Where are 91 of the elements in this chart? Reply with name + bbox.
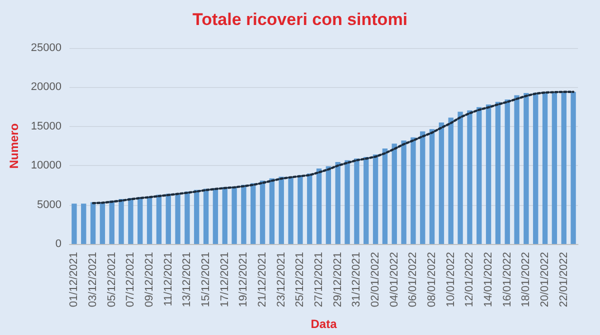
bar — [533, 92, 538, 244]
chart-title: Totale ricoveri con sintomi — [192, 10, 408, 29]
x-tick-label: 21/12/2021 — [256, 252, 269, 308]
x-tick-label: 11/12/2021 — [162, 252, 174, 306]
bar — [250, 183, 256, 244]
bar — [570, 92, 576, 244]
bar — [561, 92, 566, 244]
bar — [448, 118, 454, 244]
bar — [420, 131, 426, 244]
bar — [184, 191, 190, 244]
bar — [156, 194, 162, 244]
bar — [458, 112, 463, 244]
bar — [476, 107, 482, 244]
bar — [486, 104, 492, 244]
x-tick-label: 02/01/2022 — [370, 252, 382, 308]
bar — [278, 176, 284, 244]
bar — [166, 194, 171, 244]
y-tick-label: 10000 — [30, 160, 62, 172]
bar — [372, 154, 378, 244]
line-series — [92, 90, 574, 204]
x-tick-label: 22/01/2022 — [558, 252, 570, 308]
y-axis-title: Numero — [7, 123, 21, 169]
bar — [495, 102, 501, 244]
bar — [109, 200, 114, 244]
bar — [118, 199, 124, 244]
x-tick-label: 13/12/2021 — [181, 252, 194, 308]
bar — [81, 204, 86, 244]
bar — [90, 202, 96, 244]
bar — [128, 198, 134, 244]
bar — [410, 137, 416, 244]
bar — [194, 190, 200, 244]
bar — [72, 204, 77, 244]
x-tick-label: 09/12/2021 — [144, 252, 156, 308]
x-tick-label: 05/12/2021 — [106, 252, 118, 308]
x-tick-label: 18/01/2022 — [520, 252, 532, 308]
bar — [146, 196, 152, 244]
bar — [542, 92, 548, 244]
bar — [392, 144, 397, 244]
bar — [203, 188, 209, 244]
bar — [326, 166, 332, 244]
x-tick-label: 04/01/2022 — [388, 252, 400, 308]
x-tick-label: 20/01/2022 — [539, 252, 552, 308]
bar — [335, 162, 340, 244]
bar — [138, 197, 143, 244]
x-tick-label: 15/12/2021 — [200, 252, 212, 308]
x-tick-label: 01/12/2021 — [68, 252, 80, 308]
x-tick-label: 07/12/2021 — [124, 252, 137, 308]
bar — [552, 92, 558, 244]
bar — [364, 156, 369, 244]
bar — [382, 148, 388, 244]
x-tick-label: 31/12/2021 — [350, 252, 363, 308]
y-tick-label: 20000 — [30, 81, 62, 94]
bar — [260, 180, 266, 244]
bar — [232, 186, 237, 244]
bar — [401, 140, 406, 244]
bar — [307, 173, 312, 244]
bar — [504, 100, 510, 244]
x-tick-label: 25/12/2021 — [294, 252, 306, 308]
x-tick-label: 10/01/2022 — [444, 252, 457, 308]
x-tick-label: 06/01/2022 — [407, 252, 420, 308]
y-tick-label: 0 — [55, 238, 62, 250]
bar — [316, 168, 322, 244]
bar — [467, 110, 472, 244]
x-tick-label: 19/12/2021 — [238, 252, 250, 308]
y-tick-label: 5000 — [37, 198, 62, 211]
bar — [212, 188, 218, 244]
bar — [344, 160, 350, 244]
bar — [100, 202, 106, 244]
bar — [438, 122, 444, 244]
bar — [429, 129, 435, 244]
x-tick-label: 23/12/2021 — [275, 252, 288, 308]
x-tick-label: 27/12/2021 — [313, 252, 326, 308]
bar — [288, 176, 294, 244]
bar — [354, 158, 360, 244]
bar — [524, 93, 529, 244]
y-tick-label: 15000 — [30, 120, 62, 132]
bar — [241, 184, 246, 244]
bar — [222, 187, 228, 244]
x-tick-label: 17/12/2021 — [218, 252, 231, 308]
x-tick-label: 03/12/2021 — [87, 252, 100, 308]
bar — [175, 193, 180, 244]
bar — [269, 178, 275, 244]
y-tick-label: 25000 — [30, 42, 62, 54]
x-tick-label: 16/01/2022 — [501, 252, 514, 308]
x-tick-label: 12/01/2022 — [464, 252, 476, 308]
x-tick-label: 08/01/2022 — [426, 252, 438, 308]
x-tick-label: 29/12/2021 — [332, 252, 344, 308]
bar — [514, 95, 520, 244]
bar — [298, 175, 303, 244]
x-axis-title: Data — [310, 317, 338, 331]
x-tick-label: 14/01/2022 — [482, 252, 495, 308]
